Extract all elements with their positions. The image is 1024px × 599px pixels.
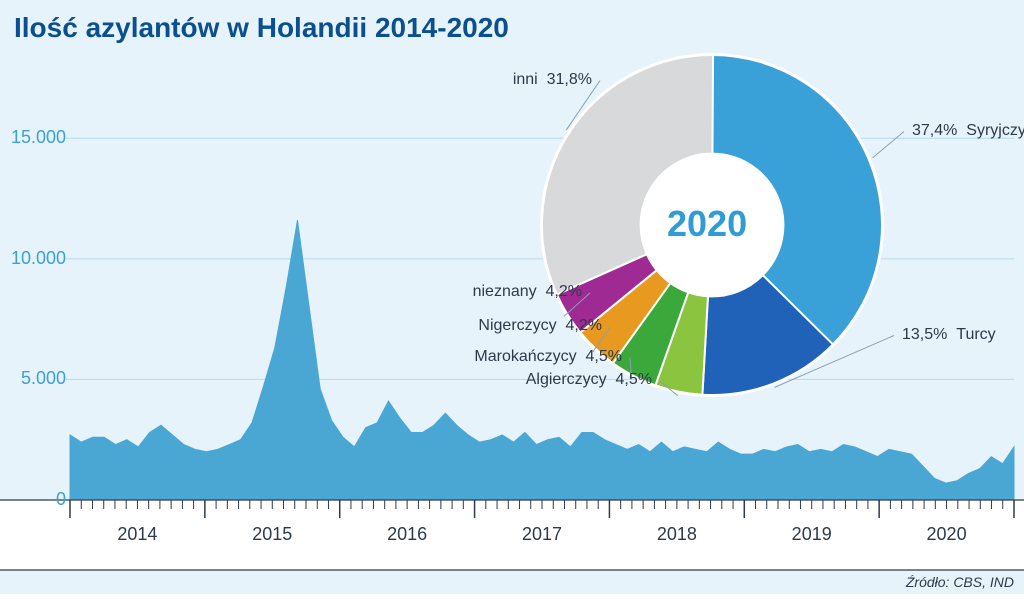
donut-center-label: 2020 — [667, 203, 747, 245]
x-year-label: 2014 — [117, 524, 157, 545]
x-year-label: 2015 — [252, 524, 292, 545]
donut-slice-label: Marokańczycy 4,5% — [474, 348, 622, 366]
x-year-label: 2019 — [792, 524, 832, 545]
source-label: Źródło: CBS, IND — [906, 574, 1014, 590]
donut-slice-label: 37,4% Syryjczycy — [912, 122, 1024, 140]
y-tick-label: 0 — [6, 489, 66, 510]
page-title: Ilość azylantów w Holandii 2014-2020 — [14, 12, 509, 44]
y-tick-label: 15.000 — [6, 127, 66, 148]
donut-slice-label: 13,5% Turcy — [902, 326, 996, 344]
donut-slice-label: nieznany 4,2% — [473, 283, 582, 301]
donut-slice-label: Nigerczycy 4,2% — [478, 317, 602, 335]
x-year-label: 2020 — [927, 524, 967, 545]
donut-slice-label: inni 31,8% — [513, 71, 592, 89]
x-year-label: 2017 — [522, 524, 562, 545]
y-tick-label: 5.000 — [6, 368, 66, 389]
x-year-label: 2016 — [387, 524, 427, 545]
x-year-label: 2018 — [657, 524, 697, 545]
chart-root: Ilość azylantów w Holandii 2014-2020 202… — [0, 0, 1024, 594]
donut-slice-label: Algierczycy 4,5% — [526, 371, 652, 389]
y-tick-label: 10.000 — [6, 248, 66, 269]
